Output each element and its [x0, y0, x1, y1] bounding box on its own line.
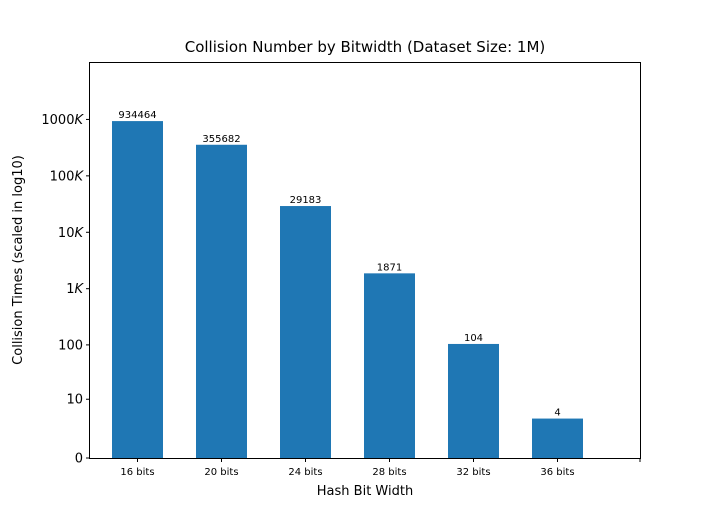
bar-value-label: 104 [464, 333, 483, 344]
y-tick-label: 1000K [41, 113, 84, 128]
x-tick-label: 28 bits [372, 467, 406, 478]
bar [448, 343, 499, 458]
bar [364, 273, 415, 458]
plot-frame [89, 62, 641, 459]
y-tick-label: 1K [66, 282, 84, 297]
x-axis-label: Hash Bit Width [317, 484, 413, 499]
bars-layer [112, 121, 583, 458]
y-tick-label: 10 [66, 393, 83, 408]
x-tick-label: 24 bits [288, 467, 322, 478]
data-labels-layer: 934464 355682 29183 1871 104 4 [118, 110, 560, 418]
bar-value-label: 4 [554, 408, 560, 419]
y-axis-ticks: 0 10 100 1K 10K 100K 1000K [41, 113, 90, 467]
x-tick-label: 20 bits [204, 467, 238, 478]
y-tick-label: 10K [58, 226, 85, 241]
y-axis-label: Collision Times (scaled in log10) [11, 155, 26, 365]
bar [112, 121, 163, 458]
y-tick-label: 100 [58, 338, 83, 353]
y-tick-label: 100K [50, 169, 85, 184]
chart-title: Collision Number by Bitwidth (Dataset Si… [185, 38, 546, 56]
bar-value-label: 355682 [202, 134, 240, 145]
bar-value-label: 29183 [290, 195, 322, 206]
bar-value-label: 1871 [377, 262, 402, 273]
y-tick-label: 0 [75, 452, 83, 467]
x-tick-label: 32 bits [456, 467, 490, 478]
x-tick-label: 36 bits [540, 467, 574, 478]
bar-value-label: 934464 [118, 110, 156, 121]
x-axis-ticks: 16 bits 20 bits 24 bits 28 bits 32 bits 36 bi… [120, 458, 641, 478]
bar [196, 144, 247, 458]
x-tick-label: 16 bits [120, 467, 154, 478]
bar [280, 206, 331, 458]
bar [532, 418, 583, 458]
